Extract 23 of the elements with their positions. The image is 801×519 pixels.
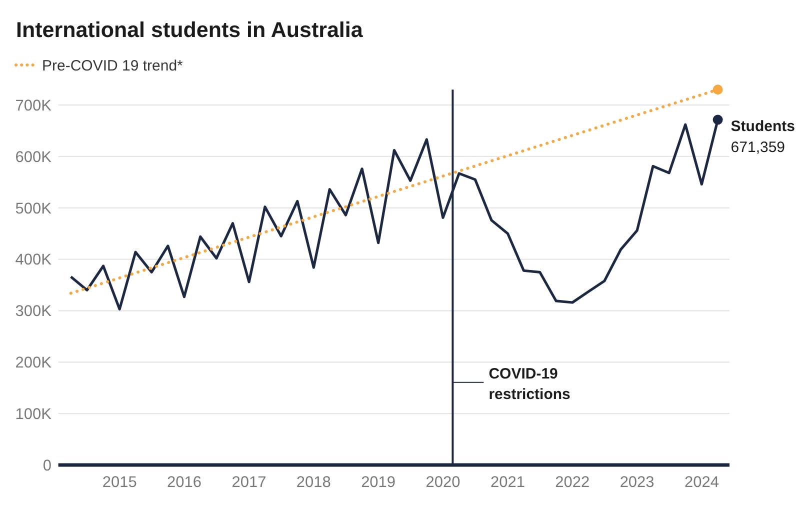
y-tick-label: 400K [15,252,52,269]
x-tick-label: 2019 [361,474,396,491]
x-tick-label: 2024 [684,474,720,491]
series-label: Students [730,118,795,135]
data-label: 671,359 [730,138,786,156]
x-tick-label: 2021 [490,474,526,491]
ref-line-label: COVID-19 restrictions [488,366,570,404]
x-tick-label: 2018 [296,474,331,491]
x-tick-label: 2020 [426,474,461,491]
x-tick-label: 2017 [232,474,266,491]
chart-title: International students in Australia [16,18,364,42]
y-tick-label: 0 [42,457,52,474]
x-tick-label: 2015 [102,474,137,491]
x-tick-label: 2022 [555,474,590,491]
x-tick-label: 2023 [620,474,654,491]
y-tick-label: 700K [15,97,52,114]
y-tick-label: 500K [15,200,52,218]
y-tick-label: 200K [15,354,52,372]
x-tick-label: 2016 [166,474,202,491]
y-tick-label: 300K [15,303,52,320]
y-tick-label: 100K [15,406,52,423]
legend-label: Pre-COVID 19 trend* [42,57,184,74]
y-tick-label: 600K [15,148,52,166]
